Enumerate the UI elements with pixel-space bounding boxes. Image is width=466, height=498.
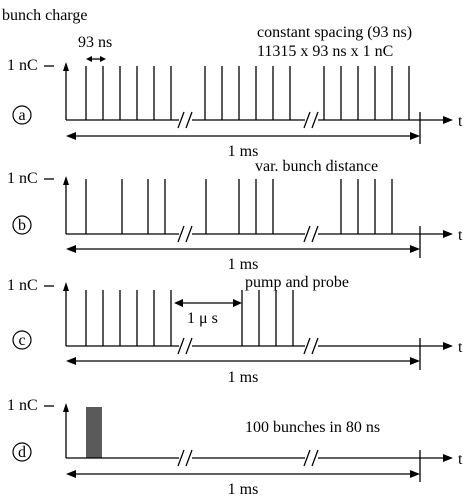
time-break-1	[177, 449, 193, 467]
panel-b: 1 nC b t	[7, 158, 463, 273]
span-arrow	[66, 132, 420, 140]
time-break-2	[303, 111, 319, 129]
span-label: 1 ms	[228, 256, 259, 273]
pulse-train-probe	[241, 290, 294, 346]
panel-id: b	[18, 217, 26, 234]
annotation-line-1: var. bunch distance	[255, 158, 378, 175]
time-axis-label: t	[458, 227, 463, 244]
span-arrow	[66, 245, 420, 253]
span-arrow	[66, 357, 420, 365]
panel-id: a	[18, 107, 25, 124]
time-axis-arrowhead	[443, 454, 453, 462]
time-break-1	[177, 225, 193, 243]
time-break-2	[303, 449, 319, 467]
panel-id-badge	[12, 330, 32, 350]
panel-d: 1 nC d t	[7, 397, 463, 498]
panel-id: c	[18, 332, 25, 349]
gap-label: 1 μ s	[187, 310, 218, 327]
panel-id-badge	[12, 105, 32, 125]
pulse-train-pump	[85, 290, 172, 346]
time-axis-arrowhead	[443, 116, 453, 124]
spacing-indicator	[86, 56, 106, 62]
span-arrow	[66, 470, 420, 478]
span-label: 1 ms	[228, 143, 259, 160]
time-break-2	[303, 225, 319, 243]
charge-axis-arrowhead	[63, 176, 69, 185]
charge-axis-arrowhead	[63, 62, 69, 71]
time-break-1	[177, 111, 193, 129]
pulse-train	[85, 179, 393, 234]
gap-indicator	[174, 299, 242, 307]
panel-id: d	[18, 444, 26, 461]
time-break-2	[303, 337, 319, 355]
charge-axis-arrowhead	[63, 403, 69, 412]
charge-label: 1 nC	[7, 57, 38, 74]
time-break-1	[177, 337, 193, 355]
charge-label: 1 nC	[7, 170, 38, 187]
pulse-train	[85, 66, 410, 120]
span-label: 1 ms	[228, 481, 259, 498]
time-axis-label: t	[458, 113, 463, 130]
y-quantity-label: bunch charge	[2, 7, 87, 24]
time-axis-label: t	[458, 339, 463, 356]
annotation-line-1: 100 bunches in 80 ns	[245, 419, 380, 436]
time-axis-arrowhead	[443, 230, 453, 238]
charge-axis-arrowhead	[63, 282, 69, 291]
charge-label: 1 nC	[7, 397, 38, 414]
time-axis-label: t	[458, 451, 463, 468]
annotation-line-2: 11315 x 93 ns x 1 nC	[257, 43, 393, 60]
annotation-line-1: pump and probe	[245, 274, 349, 291]
annotation-line-1: constant spacing (93 ns)	[257, 24, 412, 41]
time-axis-arrowhead	[443, 342, 453, 350]
panel-id-badge	[12, 215, 32, 235]
span-label: 1 ms	[228, 369, 259, 386]
panel-id-badge	[12, 442, 32, 462]
panel-c: 1 nC c t 1 μ s	[7, 274, 463, 386]
pulse-burst	[86, 407, 102, 458]
charge-label: 1 nC	[7, 277, 38, 294]
panel-a: 1 nC a t	[7, 24, 463, 160]
spacing-label: 93 ns	[78, 34, 112, 51]
